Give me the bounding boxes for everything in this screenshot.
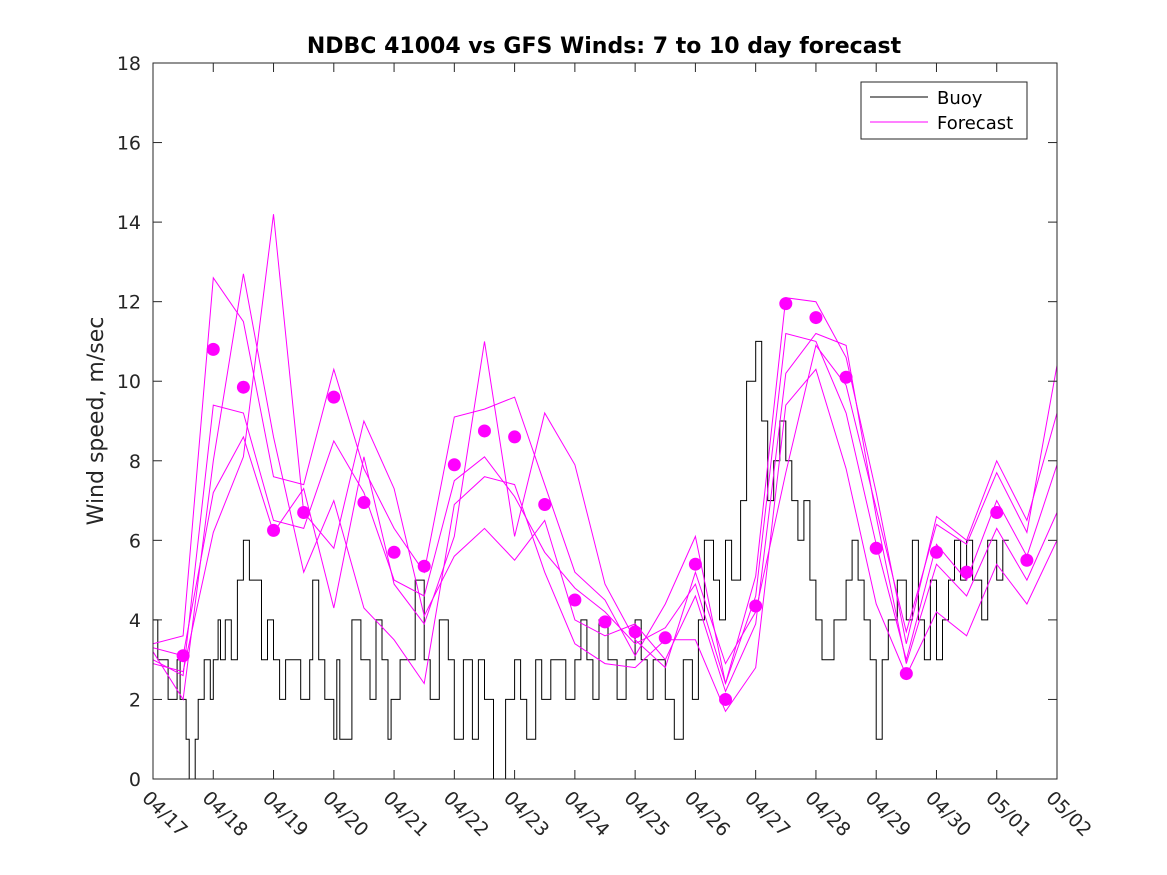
forecast-marker [839,370,853,384]
x-tick-label: 04/25 [620,787,674,841]
forecast-line [153,273,1057,713]
y-tick-label: 0 [129,769,141,791]
forecast-marker [899,667,913,681]
forecast-marker [869,541,883,555]
x-tick-label: 04/29 [861,787,915,841]
forecast-marker [206,342,220,356]
plot-frame [152,62,1058,780]
y-tick-label: 16 [117,133,141,155]
forecast-marker [598,615,612,629]
x-tick-label: 04/27 [740,787,794,841]
x-tick-label: 04/22 [439,787,493,841]
chart-title: NDBC 41004 vs GFS Winds: 7 to 10 day for… [307,34,902,59]
x-tick-label: 05/01 [981,787,1035,841]
forecast-marker [929,545,943,559]
legend-box [860,81,1028,140]
forecast-marker [327,390,341,404]
forecast-series [153,214,1057,713]
y-axis: 0 2 4 6 8 10 12 14 16 18 [117,53,1057,791]
forecast-marker [688,557,702,571]
legend-buoy-label: Buoy [937,88,983,109]
forecast-marker [960,565,974,579]
y-tick-label: 4 [129,610,141,632]
forecast-marker [267,523,281,537]
forecast-line [153,341,1057,669]
forecast-marker [628,625,642,639]
x-tick-label: 04/28 [800,787,854,841]
forecast-marker [568,593,582,607]
forecast-marker [357,496,371,510]
buoy-series [153,340,1009,779]
forecast-marker [447,458,461,472]
forecast-marker [417,559,431,573]
forecast-marker [508,430,522,444]
legend-forecast-label: Forecast [937,113,1013,134]
forecast-marker [1020,553,1034,567]
forecast-marker [658,631,672,645]
y-tick-label: 14 [117,212,141,234]
y-tick-label: 8 [129,451,141,473]
x-tick-label: 04/18 [198,787,252,841]
x-tick-label: 04/24 [559,787,613,841]
forecast-marker [809,311,823,325]
x-tick-label: 04/19 [258,787,312,841]
y-tick-label: 18 [117,53,141,75]
x-tick-label: 04/21 [379,787,433,841]
forecast-marker [297,505,311,519]
x-tick-label: 04/20 [318,787,372,841]
forecast-marker [176,649,190,663]
x-tick-label: 04/23 [499,787,553,841]
y-tick-label: 2 [129,689,141,711]
y-tick-label: 6 [129,530,141,552]
forecast-marker [236,380,250,394]
buoy-line [153,340,1009,779]
forecast-marker [538,498,552,512]
forecast-markers [176,297,1034,706]
forecast-marker [477,424,491,438]
x-tick-label: 04/26 [680,787,734,841]
x-tick-label: 04/17 [137,787,191,841]
y-axis-label: Wind speed, m/sec [84,317,109,526]
x-tick-label: 05/02 [1041,787,1095,841]
x-tick-label: 04/30 [921,787,975,841]
x-axis: 04/17 04/18 04/19 04/20 04/21 04/22 04/23 04/24… [137,63,1096,841]
forecast-line [153,276,1057,684]
y-tick-label: 12 [117,292,141,314]
forecast-marker [387,545,401,559]
legend: Buoy Forecast [860,81,1028,140]
y-tick-label: 10 [117,371,141,393]
plot-area [153,214,1057,779]
forecast-line [153,332,1057,686]
forecast-marker [719,692,733,706]
forecast-marker [749,599,763,613]
forecast-marker [779,297,793,311]
forecast-marker [990,505,1004,519]
